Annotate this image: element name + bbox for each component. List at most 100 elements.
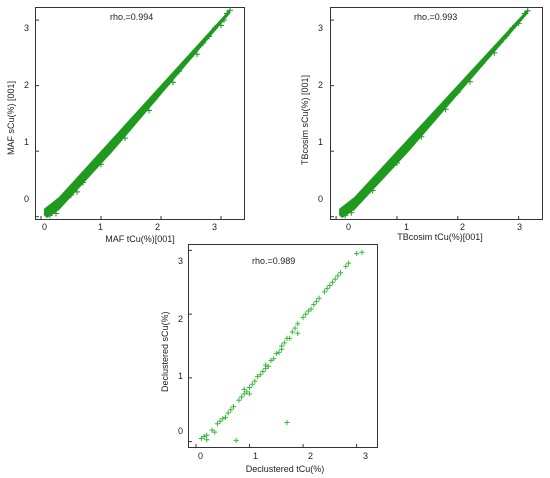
y-tick-label: 3 xyxy=(24,23,30,33)
data-point xyxy=(332,276,338,282)
data-point xyxy=(257,372,263,378)
data-point xyxy=(236,397,242,403)
data-point xyxy=(345,260,352,266)
data-point xyxy=(140,108,146,115)
data-point xyxy=(448,94,455,101)
y-tick-label: 1 xyxy=(178,371,184,381)
data-point xyxy=(381,169,388,176)
data-point xyxy=(289,329,295,335)
data-point xyxy=(375,177,382,184)
data-point xyxy=(436,108,443,115)
data-point xyxy=(244,389,250,395)
x-tick-label: 0 xyxy=(346,222,352,232)
scatter-plot-3 xyxy=(188,249,365,448)
data-point xyxy=(485,53,492,60)
data-point xyxy=(230,403,237,410)
data-point xyxy=(335,273,341,279)
data-point xyxy=(521,10,528,17)
data-point xyxy=(182,59,188,66)
data-point xyxy=(249,381,255,387)
data-point xyxy=(170,79,176,86)
y-axis-label-1: MAF sCu(%) [001] xyxy=(6,80,16,155)
data-point xyxy=(212,429,218,435)
data-point xyxy=(300,314,306,320)
data-point xyxy=(209,427,215,433)
data-point xyxy=(152,95,158,102)
x-tick-label: 3 xyxy=(517,222,523,232)
data-point xyxy=(228,407,234,413)
data-point xyxy=(212,24,218,31)
x-tick-label: 3 xyxy=(212,222,218,232)
y-tick-label: 2 xyxy=(178,314,184,324)
y-tick-label: 0 xyxy=(318,194,324,204)
data-point xyxy=(273,351,279,357)
y-tick-label: 2 xyxy=(318,80,324,90)
data-point xyxy=(220,416,226,422)
data-point xyxy=(164,81,170,88)
x-axis-label-3: Declustered tCu(%) xyxy=(245,464,325,474)
data-point-cloud xyxy=(339,8,528,219)
y-axis-label-2: TBcosim sCu(%) [001] xyxy=(300,74,310,165)
x-tick-label: 1 xyxy=(404,222,410,232)
data-point xyxy=(254,374,261,380)
data-point xyxy=(224,10,230,17)
data-point xyxy=(400,150,407,157)
data-point xyxy=(460,80,467,87)
rho-annotation-2: rho.=0.993 xyxy=(414,12,458,22)
x-tick-label: 0 xyxy=(42,222,48,232)
data-point xyxy=(393,159,400,166)
data-point xyxy=(406,142,413,149)
y-tick-label: 3 xyxy=(318,23,324,33)
data-point xyxy=(233,437,239,443)
data-point xyxy=(214,421,221,427)
data-point xyxy=(53,210,59,217)
data-point xyxy=(339,210,346,217)
x-axis-label-2: TBcosim tCu(%)[001] xyxy=(397,232,483,242)
y-axis-label-3: Declustered sCu(%) xyxy=(160,311,170,392)
data-point xyxy=(430,115,437,122)
data-point xyxy=(86,167,92,174)
data-point xyxy=(158,87,164,94)
data-point xyxy=(305,308,312,314)
data-point xyxy=(122,135,128,142)
data-point xyxy=(524,7,531,14)
data-point xyxy=(491,49,498,56)
data-point xyxy=(284,419,290,426)
x-axis-label-1: MAF tCu(%)[001] xyxy=(105,234,175,244)
data-point xyxy=(241,386,247,392)
data-point xyxy=(246,384,253,391)
data-point xyxy=(292,325,298,331)
data-point xyxy=(327,282,333,289)
y-tick-label: 1 xyxy=(24,137,30,147)
data-point xyxy=(424,121,431,128)
data-point xyxy=(479,60,486,67)
x-tick-label: 0 xyxy=(198,451,204,461)
data-point xyxy=(311,301,317,308)
data-point xyxy=(74,188,80,195)
data-point xyxy=(188,53,194,60)
data-point xyxy=(217,418,223,424)
data-point xyxy=(194,51,200,58)
data-point xyxy=(201,433,207,440)
data-point xyxy=(342,212,349,219)
data-point xyxy=(221,17,227,24)
data-point xyxy=(204,432,210,438)
data-point xyxy=(503,32,510,39)
data-point xyxy=(313,298,320,304)
scatter-plot-1 xyxy=(35,7,233,220)
data-point xyxy=(206,33,212,40)
data-point xyxy=(241,391,247,397)
data-point xyxy=(357,194,364,201)
data-point xyxy=(337,270,344,276)
data-point xyxy=(348,209,355,216)
data-point xyxy=(442,106,449,113)
data-point xyxy=(116,136,122,143)
data-point xyxy=(279,346,285,352)
data-point xyxy=(271,356,277,362)
data-point xyxy=(295,330,301,336)
data-point xyxy=(265,363,271,369)
data-point xyxy=(62,194,68,201)
data-point xyxy=(227,7,233,14)
x-tick-label: 2 xyxy=(308,451,314,461)
data-point xyxy=(128,123,134,130)
